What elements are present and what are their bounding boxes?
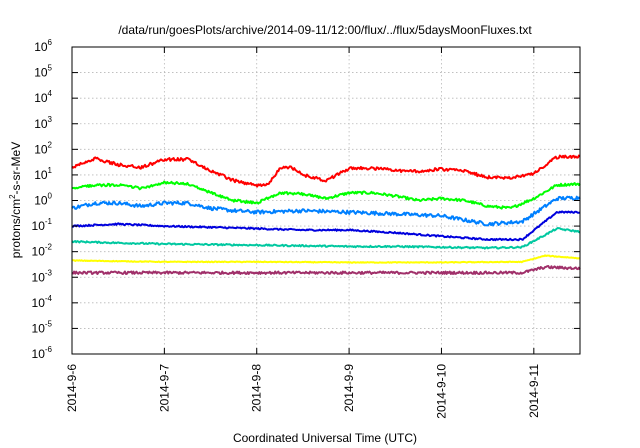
y-tick-exponent: -5	[45, 319, 53, 328]
y-tick-exponent: -4	[45, 294, 53, 303]
y-tick-label: 100	[34, 192, 52, 208]
y-tick-base: 10	[32, 270, 46, 284]
y-axis-label: protons/cm2-s-sr-MeV	[8, 142, 23, 258]
axis-ticks	[71, 46, 580, 355]
series-line-5	[71, 227, 581, 250]
y-axis-label-base: protons/cm	[9, 199, 23, 258]
y-tick-label: 106	[34, 38, 52, 54]
series-layer	[71, 154, 581, 275]
y-tick-label: 10-2	[32, 243, 53, 259]
y-tick-exponent: -2	[45, 243, 53, 252]
y-tick-exponent: -3	[45, 268, 53, 277]
y-tick-base: 10	[32, 296, 46, 310]
y-tick-exponent: -1	[45, 217, 53, 226]
y-tick-base: 10	[34, 91, 48, 105]
y-tick-base: 10	[32, 347, 46, 361]
y-axis-label-sup: 2	[8, 194, 17, 199]
y-tick-base: 10	[34, 194, 48, 208]
y-tick-exponent: 3	[48, 115, 53, 124]
x-tick-labels: 2014-9-6 2014-9-7 2014-9-8 2014-9-9 2014-9-1…	[65, 364, 541, 419]
series-line-7	[71, 265, 581, 275]
y-tick-base: 10	[34, 66, 48, 80]
series-line-2	[71, 180, 581, 210]
y-tick-base: 10	[34, 168, 48, 182]
x-tick-label: 2014-9-10	[434, 364, 448, 419]
y-tick-label: 10-3	[32, 268, 53, 284]
y-tick-labels: 10-610-510-410-310-210-11001011021031041…	[32, 38, 53, 361]
series-line-1	[71, 154, 581, 188]
x-tick-label: 2014-9-6	[65, 364, 79, 412]
y-tick-label: 104	[34, 89, 52, 105]
series-line-4	[71, 210, 581, 242]
y-tick-exponent: 5	[48, 64, 53, 73]
y-tick-label: 10-4	[32, 294, 53, 310]
y-tick-exponent: 6	[48, 38, 53, 47]
grid-lines	[72, 47, 580, 354]
y-tick-exponent: 1	[48, 166, 53, 175]
y-tick-exponent: 4	[48, 89, 53, 98]
series-line-6	[71, 254, 581, 264]
y-tick-label: 105	[34, 64, 52, 80]
y-tick-exponent: -6	[45, 345, 53, 354]
x-tick-label: 2014-9-7	[157, 364, 171, 412]
series-line-3	[71, 195, 581, 227]
y-tick-label: 10-5	[32, 319, 53, 335]
x-tick-label: 2014-9-9	[342, 364, 356, 412]
y-tick-base: 10	[34, 40, 48, 54]
x-axis-label: Coordinated Universal Time (UTC)	[233, 431, 417, 445]
x-tick-label: 2014-9-8	[250, 364, 264, 412]
y-tick-label: 101	[34, 166, 52, 182]
y-tick-exponent: 0	[48, 192, 53, 201]
y-axis-label-rest: -s-sr-MeV	[9, 142, 23, 195]
y-tick-label: 103	[34, 115, 52, 131]
chart-title: /data/run/goesPlots/archive/2014-09-11/1…	[118, 23, 532, 37]
y-tick-base: 10	[34, 142, 48, 156]
y-tick-exponent: 2	[48, 140, 53, 149]
y-tick-label: 10-6	[32, 345, 53, 361]
y-tick-base: 10	[34, 117, 48, 131]
y-tick-base: 10	[32, 245, 46, 259]
x-tick-label: 2014-9-11	[527, 364, 541, 418]
y-tick-label: 10-1	[32, 217, 53, 233]
y-tick-base: 10	[32, 321, 46, 335]
y-tick-label: 102	[34, 140, 52, 156]
y-tick-base: 10	[32, 219, 46, 233]
